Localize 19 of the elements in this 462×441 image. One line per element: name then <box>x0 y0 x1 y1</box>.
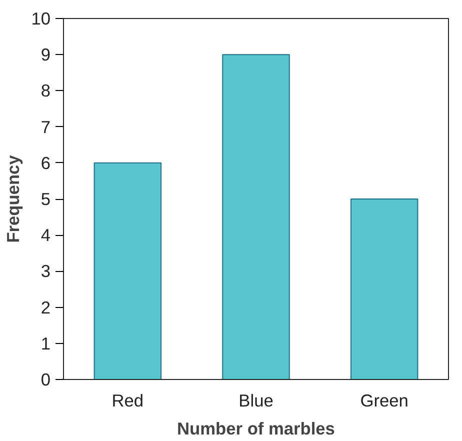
y-tick-label: 0 <box>40 370 51 390</box>
bar <box>350 198 418 380</box>
y-axis-title: Frequency <box>3 154 24 243</box>
x-tick-label: Red <box>112 390 144 410</box>
y-tick-label: 4 <box>40 225 51 246</box>
y-tick-label: 8 <box>40 80 51 101</box>
y-tick-label: 6 <box>40 152 51 173</box>
bar <box>222 54 290 380</box>
y-tick-label: 5 <box>40 189 51 209</box>
y-tick-label: 7 <box>40 116 51 137</box>
x-tick-label: Green <box>360 390 408 410</box>
y-tick-label: 10 <box>31 8 51 28</box>
y-tick-label: 3 <box>40 261 51 282</box>
x-tick-label: Blue <box>238 390 274 410</box>
y-tick-label: 9 <box>40 44 51 65</box>
bar <box>94 162 162 380</box>
x-axis-title: Number of marbles <box>177 418 335 438</box>
y-tick-label: 2 <box>40 297 51 318</box>
y-tick-label: 1 <box>40 333 51 354</box>
